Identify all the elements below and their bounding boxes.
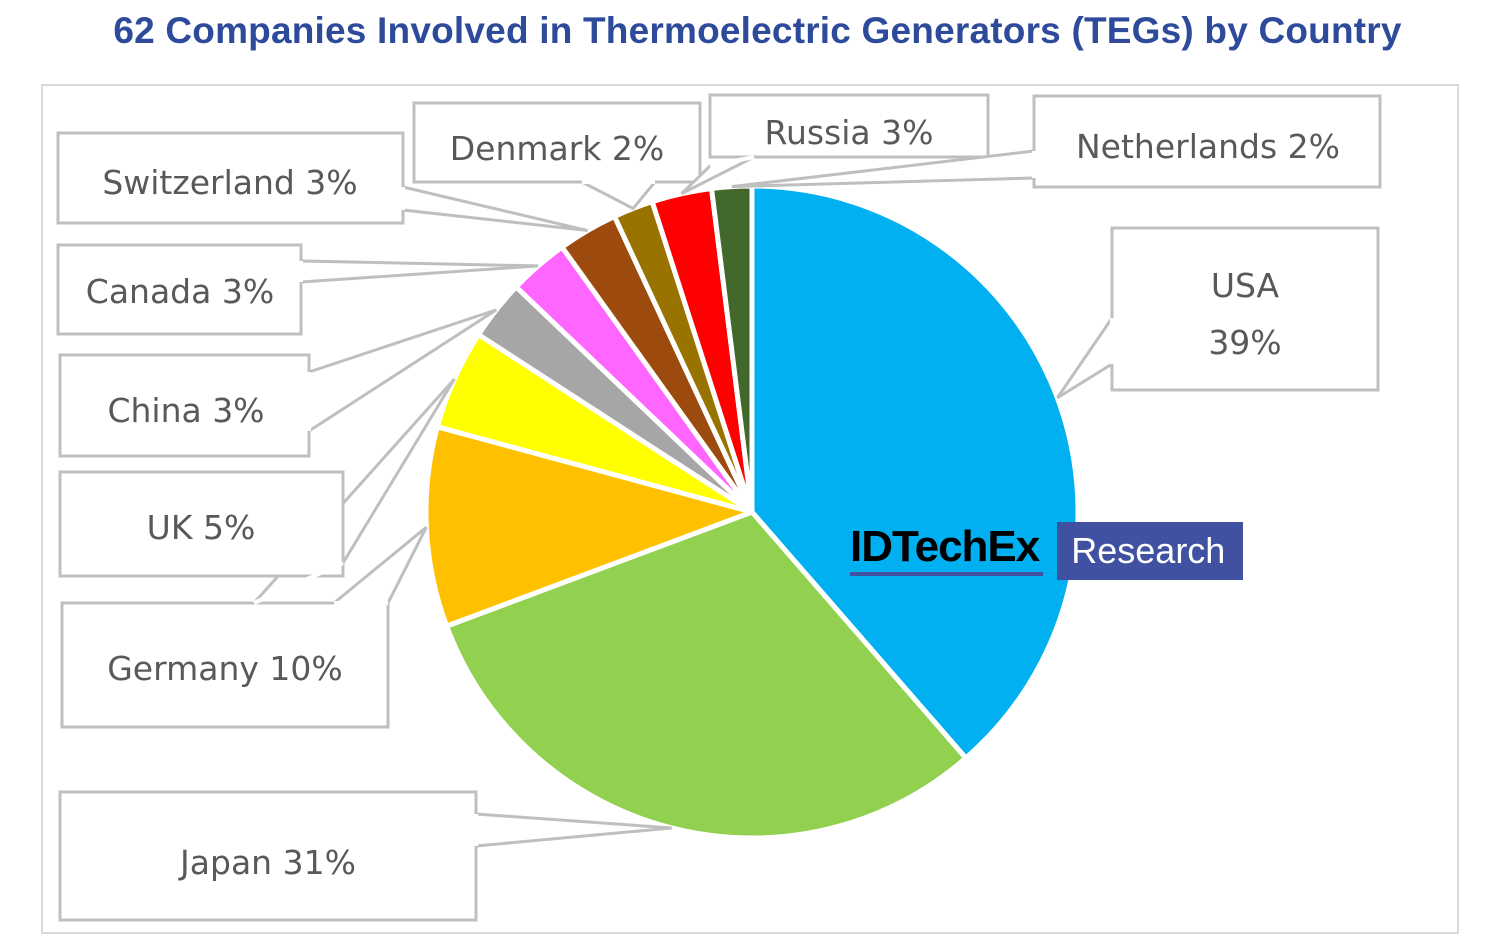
callout-label: Switzerland 3% [102,163,357,202]
callout-denmark: Denmark 2% [412,101,702,211]
callout-canada: Canada 3% [56,243,539,336]
callout-netherlands: Netherlands 2% [731,94,1382,189]
callout-label: USA [1211,266,1280,305]
callout-box [412,101,702,184]
callout-box [58,790,478,922]
chart-frame [41,84,1459,934]
callout-box [60,601,390,729]
callout-label: Netherlands 2% [1076,127,1340,166]
callout-label: Germany 10% [107,649,343,688]
callout-box [56,131,405,225]
callout-russia: Russia 3% [680,93,990,196]
callout-uk: UK 5% [58,378,456,605]
idtechex-watermark: IDTechEx Research [850,522,1244,580]
callout-leader [299,259,539,284]
callout-label: China 3% [107,391,264,430]
callout-box [58,353,311,458]
callout-box [1032,94,1382,189]
callout-box [708,93,990,159]
data-callouts: USA 39% Japan 31% Germany 10% UK 5% China 3% C… [56,93,1382,922]
callout-label: Canada 3% [86,272,274,311]
callout-china: China 3% [58,308,498,458]
callout-box [1110,226,1380,392]
callout-japan: Japan 31% [58,790,672,922]
callout-label: UK 5% [147,508,256,547]
callout-switzerland: Switzerland 3% [56,131,588,233]
callout-box [58,470,345,578]
callout-label: Russia 3% [765,113,934,152]
callout-box [56,243,303,336]
callout-label: 39% [1208,323,1281,362]
watermark-brand: IDTechEx [850,522,1044,576]
callout-label: Denmark 2% [450,129,665,168]
callout-leader [1056,313,1114,400]
pie-slices [423,183,1081,841]
watermark-tag: Research [1057,522,1244,580]
callout-label: Japan 31% [178,843,356,882]
callout-leader [401,185,588,233]
chart-title: 62 Companies Involved in Thermoelectric … [113,10,1402,51]
callout-usa: USA 39% [1056,226,1380,400]
callout-germany: Germany 10% [60,526,428,729]
